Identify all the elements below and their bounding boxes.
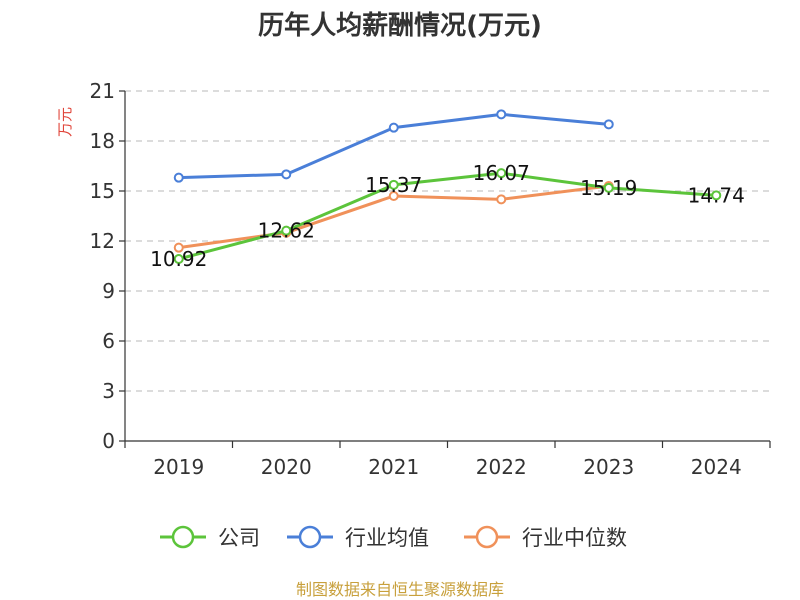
y-tick-label: 9 [102, 279, 115, 303]
data-point [173, 254, 184, 264]
legend[interactable]: 公司 行业均值 行业中位数 [160, 525, 627, 550]
y-tick-label: 18 [90, 129, 115, 153]
data-point [281, 225, 292, 236]
data-point [603, 182, 614, 193]
y-axis-label: 万元 [56, 107, 74, 137]
data-label: 14.74 [688, 183, 745, 207]
x-tick-label: 2023 [583, 455, 634, 479]
data-point [281, 169, 292, 180]
series-group [173, 109, 722, 264]
data-point [496, 109, 507, 120]
grid-lines [125, 90, 770, 392]
x-tick-label: 2019 [153, 455, 204, 479]
x-tick-label: 2024 [691, 455, 742, 479]
data-point [388, 179, 399, 190]
legend-marker [171, 525, 195, 549]
x-tick-label: 2020 [261, 455, 312, 479]
y-tick-label: 21 [90, 79, 115, 103]
data-label: 15.37 [365, 173, 422, 197]
y-tick-label: 15 [90, 179, 115, 203]
data-point [388, 122, 399, 133]
x-tick-label: 2022 [476, 455, 527, 479]
data-point [173, 172, 184, 183]
x-tick-label: 2021 [368, 455, 419, 479]
data-point [496, 194, 507, 205]
legend-label: 公司 [218, 526, 260, 550]
series-line-0 [178, 171, 717, 261]
legend-marker [475, 525, 499, 549]
legend-label: 行业中位数 [522, 526, 627, 550]
data-point [173, 242, 184, 253]
data-label: 12.62 [258, 219, 315, 243]
y-tick-label: 0 [102, 429, 115, 453]
data-label: 16.07 [473, 161, 530, 185]
data-point [603, 119, 614, 130]
data-label: 10.92 [150, 247, 207, 271]
y-tick-label: 3 [102, 379, 115, 403]
legend-label: 行业均值 [345, 526, 429, 550]
data-label: 15.19 [580, 176, 637, 200]
legend-marker [298, 525, 322, 549]
chart-title: 历年人均薪酬情况(万元) [258, 10, 542, 41]
data-labels: 10.92 12.62 15.37 16.07 15.19 14.74 [150, 161, 745, 271]
data-point [388, 191, 399, 201]
data-source-note: 制图数据来自恒生聚源数据库 [296, 580, 504, 599]
data-point [711, 190, 722, 201]
y-tick-label: 6 [102, 329, 115, 353]
y-tick-label: 12 [90, 229, 115, 253]
data-point [496, 168, 507, 179]
axes: 0 3 6 9 12 15 18 21 2019 2020 2021 2022 2023 2024 [90, 79, 771, 479]
